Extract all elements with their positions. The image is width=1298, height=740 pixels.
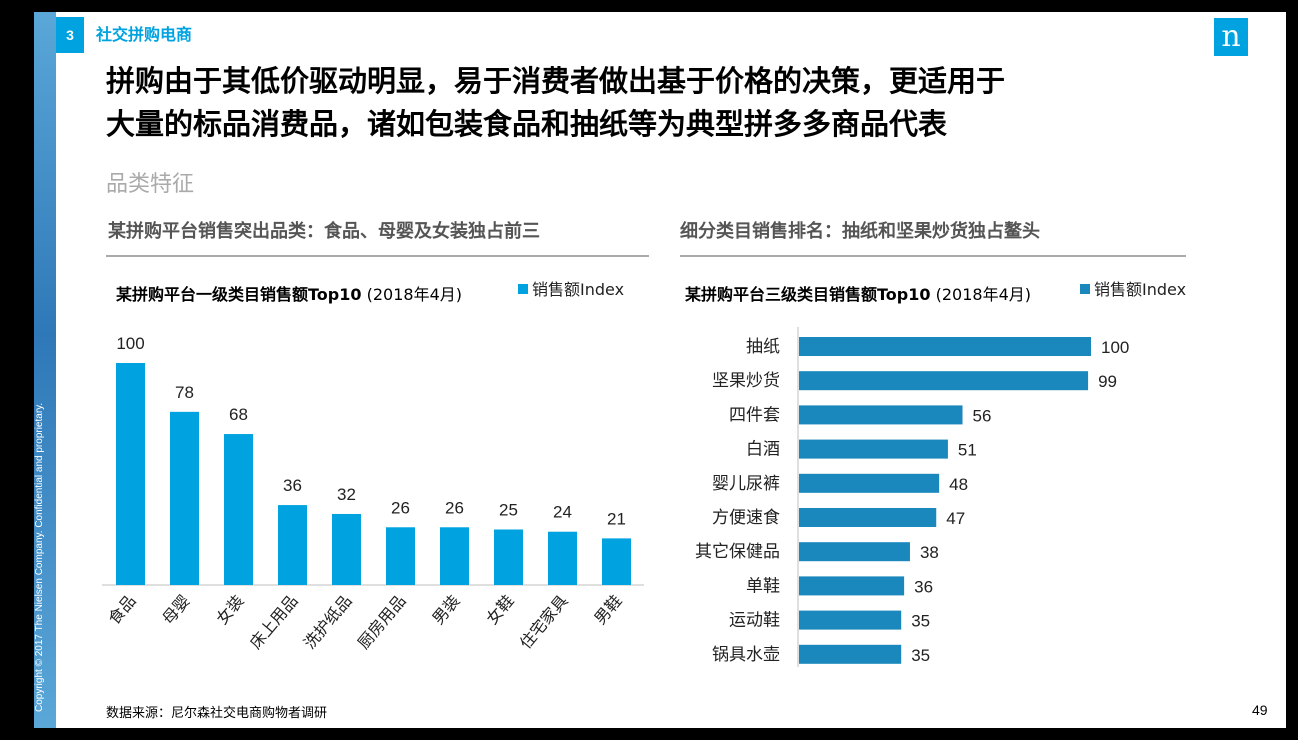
data-source-note: 数据来源：尼尔森社交电商购物者调研 (106, 706, 328, 721)
category-label: 四件套 (729, 405, 780, 425)
bar (386, 527, 415, 585)
left-panel-title: 某拼购平台销售突出品类：食品、母婴及女装独占前三 (108, 221, 540, 242)
bar-value-label: 25 (499, 501, 518, 520)
legend-swatch (518, 284, 528, 294)
category-label: 白酒 (746, 440, 780, 460)
page-number: 49 (1252, 702, 1268, 718)
left-divider (106, 255, 649, 257)
category-label: 女装 (212, 591, 247, 628)
bar (224, 434, 253, 585)
subheading: 品类特征 (106, 172, 195, 197)
headline: 拼购由于其低价驱动明显，易于消费者做出基于价格的决策，更适用于 大量的标品消费品… (106, 60, 1246, 146)
bar-value-label: 24 (553, 503, 572, 522)
left-chart-legend: 销售额Index (518, 276, 624, 300)
bar-value-label: 100 (116, 334, 144, 353)
subcategory-sales-bar-chart: 抽纸 100 坚果炒货 99 四件套 56 白酒 51 婴儿尿裤 48 方便速食 47 其它保健品 38 单… (695, 327, 1129, 667)
bar (799, 371, 1089, 391)
bar-value-label: 51 (958, 441, 977, 460)
bar (494, 529, 523, 585)
category-label: 单鞋 (746, 576, 780, 596)
category-label: 女鞋 (482, 591, 517, 628)
bar (278, 505, 307, 585)
right-chart-title-main: 某拼购平台三级类目销售额Top10 (685, 285, 931, 304)
bar-value-label: 99 (1098, 372, 1117, 391)
bar (799, 644, 902, 664)
category-label: 床上用品 (246, 591, 302, 652)
category-label: 洗护纸品 (300, 591, 356, 652)
bar-value-label: 36 (283, 476, 302, 495)
bar-value-label: 32 (337, 485, 356, 504)
right-chart-legend: 销售额Index (1080, 276, 1186, 300)
bar-value-label: 78 (175, 383, 194, 402)
bar (602, 538, 631, 585)
section-title: 社交拼购电商 (96, 25, 193, 44)
left-chart-title-period: (2018年4月) (361, 285, 462, 304)
category-label: 运动鞋 (729, 611, 780, 631)
category-label: 食品 (104, 591, 139, 628)
bar (548, 531, 577, 585)
right-divider (680, 255, 1186, 257)
category-label: 母婴 (158, 591, 193, 628)
bar (799, 439, 948, 459)
category-sales-bar-chart: 100 食品 78 母婴 68 女装 36 床上用品 32 洗护纸品 26 厨房用品 26 男装 25 女鞋 2… (102, 334, 644, 653)
bar-value-label: 26 (445, 498, 464, 517)
category-label: 其它保健品 (695, 542, 780, 562)
bar (799, 610, 902, 630)
legend-swatch (1080, 284, 1090, 294)
bar-value-label: 35 (911, 646, 930, 665)
category-label: 方便速食 (712, 508, 780, 528)
section-number-badge: 3 (56, 17, 84, 53)
right-chart-title-period: (2018年4月) (930, 285, 1031, 304)
category-label: 男鞋 (590, 591, 625, 628)
category-label: 婴儿尿裤 (712, 474, 780, 494)
bar (170, 411, 199, 585)
bar-value-label: 35 (911, 612, 930, 631)
category-label: 坚果炒货 (712, 371, 780, 391)
category-label: 锅具水壶 (712, 645, 780, 665)
headline-line-2: 大量的标品消费品，诸如包装食品和抽纸等为典型拼多多商品代表 (106, 107, 948, 141)
bar (116, 363, 145, 585)
slide: Copyright © 2017 The Nielsen Company. Co… (34, 12, 1286, 728)
right-chart-title: 某拼购平台三级类目销售额Top10 (2018年4月) (685, 281, 1031, 305)
sidebar-strip: Copyright © 2017 The Nielsen Company. Co… (34, 12, 56, 728)
bar-value-label: 68 (229, 405, 248, 424)
right-panel-title: 细分类目销售排名：抽纸和坚果炒货独占鳌头 (680, 221, 1040, 242)
nielsen-logo: n (1214, 18, 1248, 56)
bar (799, 508, 937, 527)
legend-label: 销售额Index (1094, 280, 1187, 299)
legend-label: 销售额Index (532, 280, 625, 299)
bar (799, 542, 910, 562)
category-label: 男装 (428, 591, 463, 628)
category-label: 抽纸 (746, 337, 780, 357)
category-label: 厨房用品 (354, 591, 410, 652)
bar (799, 337, 1091, 356)
bar (440, 527, 469, 585)
bar-value-label: 100 (1101, 338, 1129, 357)
bar-value-label: 38 (920, 543, 939, 562)
left-chart-title: 某拼购平台一级类目销售额Top10 (2018年4月) (116, 281, 462, 305)
bar-value-label: 21 (607, 509, 626, 528)
bar-value-label: 48 (949, 475, 968, 494)
bar (799, 576, 905, 596)
bar (799, 473, 940, 493)
bar (799, 405, 963, 425)
bar-value-label: 47 (946, 509, 965, 528)
bar (332, 513, 361, 585)
left-chart-title-main: 某拼购平台一级类目销售额Top10 (116, 285, 362, 304)
copyright-text: Copyright © 2017 The Nielsen Company. Co… (34, 402, 45, 712)
bar-value-label: 26 (391, 498, 410, 517)
headline-line-1: 拼购由于其低价驱动明显，易于消费者做出基于价格的决策，更适用于 (106, 64, 1006, 98)
bar-value-label: 56 (973, 406, 992, 425)
bar-value-label: 36 (914, 577, 933, 596)
category-label: 住宅家具 (516, 591, 572, 652)
